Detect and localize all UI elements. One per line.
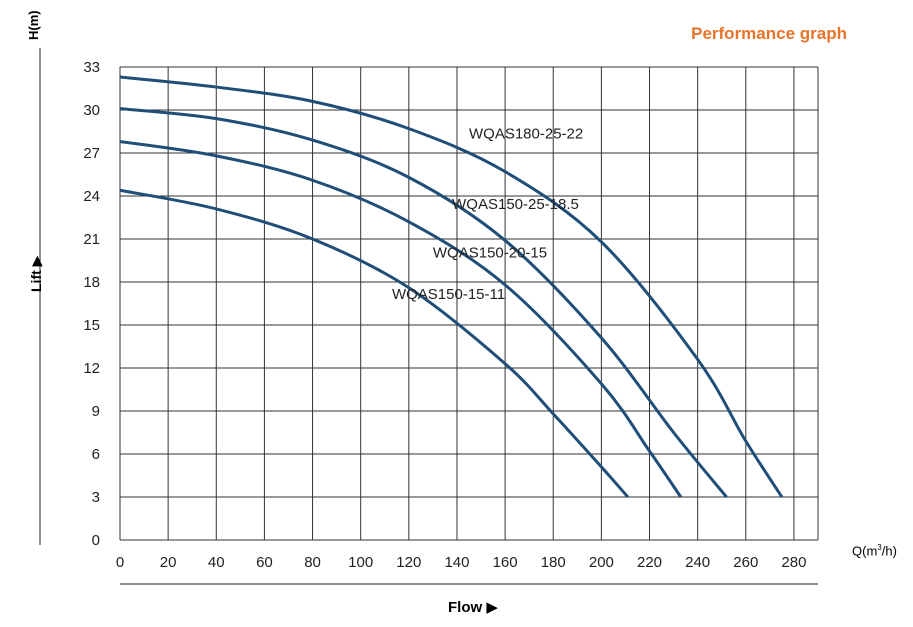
x-tick-label: 200 (589, 554, 614, 571)
series-line (119, 140, 683, 498)
arrow-right-icon: ▶ (28, 255, 44, 267)
series-label: WQAS180-25-22 (469, 126, 583, 143)
y-tick-label: 12 (83, 360, 100, 377)
x-tick-label: 40 (208, 554, 225, 571)
tick-labels: 0 3 6 9 12 15 18 21 24 27 30 33 0 20 40 60 80 100 120 140 16… (83, 59, 806, 571)
arrow-right-icon: ▶ (486, 599, 498, 616)
x-tick-label: 100 (348, 554, 373, 571)
y-tick-label: 33 (83, 59, 100, 76)
x-tick-label: 80 (304, 554, 321, 571)
x-tick-label: 240 (685, 554, 710, 571)
y-tick-label: 30 (83, 102, 100, 119)
x-tick-label: 120 (396, 554, 421, 571)
y-tick-label: 0 (92, 532, 100, 549)
y-tick-label: 15 (83, 317, 100, 334)
x-tick-label: 160 (493, 554, 518, 571)
series-line (119, 75, 784, 498)
series-labels: WQAS180-25-22 WQAS150-25-18.5 WQAS150-20-1… (392, 126, 583, 304)
flow-label: Flow ▶ (448, 598, 498, 616)
x-tick-label: 140 (444, 554, 469, 571)
flow-label-text: Flow (448, 599, 483, 616)
unit-prefix: Q(m (852, 543, 878, 559)
grid-lines (119, 66, 819, 541)
series-line (119, 188, 629, 498)
x-axis-unit: Q(m3/h) (852, 543, 897, 558)
y-tick-label: 3 (92, 489, 100, 506)
x-tick-label: 180 (541, 554, 566, 571)
x-tick-label: 280 (781, 554, 806, 571)
y-tick-label: 27 (83, 145, 100, 162)
y-tick-label: 9 (92, 403, 100, 420)
y-axis-title: H(m) (26, 10, 41, 40)
lift-label-text: Lift (28, 270, 44, 292)
y-tick-label: 24 (83, 188, 100, 205)
series-label: WQAS150-15-11 (392, 286, 505, 303)
unit-superscript: 3 (877, 543, 882, 552)
lift-label: Lift ▶ (28, 256, 45, 292)
series-label: WQAS150-25-18.5 (452, 196, 579, 213)
y-tick-label: 6 (92, 446, 100, 463)
x-tick-label: 0 (116, 554, 124, 571)
x-tick-label: 220 (637, 554, 662, 571)
y-tick-label: 21 (83, 231, 100, 248)
unit-suffix: /h) (881, 543, 897, 559)
x-tick-label: 60 (256, 554, 273, 571)
x-tick-label: 20 (160, 554, 177, 571)
series-label: WQAS150-20-15 (433, 245, 547, 262)
x-tick-label: 260 (733, 554, 758, 571)
curves (119, 75, 784, 498)
y-tick-label: 18 (83, 274, 100, 291)
chart-title: Performance graph (691, 24, 847, 43)
series-line (119, 107, 728, 498)
